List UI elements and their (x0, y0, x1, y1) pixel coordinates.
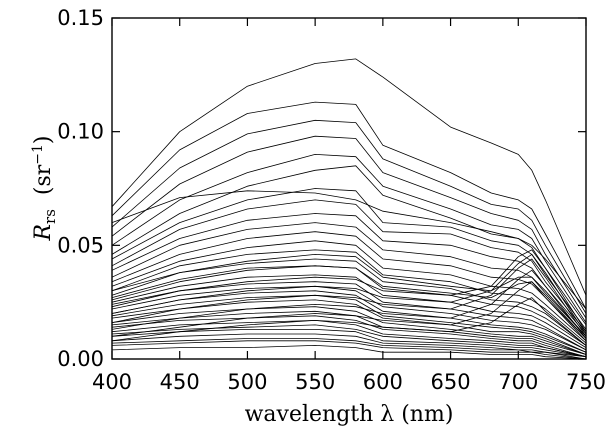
series-line (111, 249, 587, 332)
series-lines (111, 58, 587, 360)
series-line (111, 265, 587, 339)
series-line (111, 240, 587, 342)
series-line (111, 119, 587, 314)
series-line (111, 324, 587, 358)
series-line (111, 306, 587, 355)
y-label-subscript: rs (41, 209, 59, 224)
series-line (111, 294, 587, 353)
series-line (111, 253, 587, 335)
series-line (111, 190, 587, 310)
y-tick-label: 0.00 (57, 347, 104, 371)
series-line (111, 199, 587, 332)
series-line (111, 258, 587, 337)
series-line (111, 58, 587, 296)
series-line (111, 290, 587, 353)
series-line (111, 299, 587, 355)
series-line (111, 315, 587, 358)
series-line (111, 328, 587, 358)
series-line (111, 249, 587, 344)
y-label-symbol: R (31, 224, 56, 242)
series-line (111, 213, 587, 335)
x-tick-label: 500 (227, 370, 267, 394)
x-tick-label: 600 (363, 370, 403, 394)
series-line (111, 344, 587, 360)
series-line (111, 319, 587, 358)
x-tick-label: 400 (92, 370, 132, 394)
series-line (111, 165, 587, 326)
series-line (111, 153, 587, 323)
series-line (111, 297, 587, 346)
y-axis-ticks: 0.00 0.05 0.10 0.15 (57, 6, 586, 371)
series-line (111, 274, 587, 348)
x-axis-ticks: 400 450 500 550 600 650 700 750 (92, 18, 606, 394)
x-tick-label: 750 (566, 370, 606, 394)
y-tick-label: 0.10 (57, 120, 104, 144)
series-line (111, 285, 587, 351)
y-label-unit-close: ) (31, 135, 56, 144)
x-tick-label: 700 (498, 370, 538, 394)
series-line (111, 135, 587, 319)
series-line (111, 265, 587, 346)
series-line (111, 333, 587, 358)
series-line (111, 231, 587, 339)
y-tick-label: 0.05 (57, 233, 104, 257)
series-line (111, 253, 587, 337)
series-line (111, 258, 587, 346)
series-line (111, 281, 587, 351)
x-tick-label: 650 (431, 370, 471, 394)
series-line (111, 338, 587, 360)
series-line (111, 101, 587, 310)
x-tick-label: 450 (160, 370, 200, 394)
plot-frame (111, 17, 587, 360)
y-tick-label: 0.15 (57, 6, 104, 30)
x-tick-label: 550 (295, 370, 335, 394)
series-line (111, 340, 587, 360)
y-label-unit-open: (sr (31, 164, 56, 195)
y-label-unit-sup: −1 (30, 144, 46, 165)
x-axis-label: wavelength λ (nm) (245, 402, 454, 427)
y-axis-label: Rrs (sr−1) (30, 135, 59, 241)
series-line (111, 269, 587, 339)
